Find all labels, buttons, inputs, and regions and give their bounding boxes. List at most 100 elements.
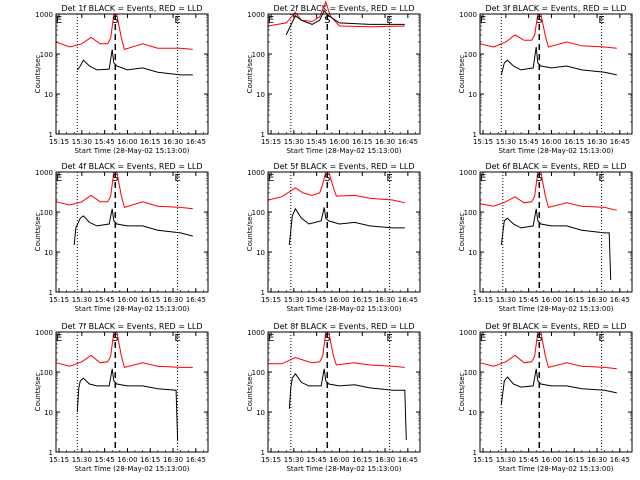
event-marker-label: E	[480, 173, 486, 184]
y-tick-label: 100	[464, 209, 477, 217]
x-tick-label: 16:45	[398, 456, 418, 464]
y-axis-label: Counts/sec	[458, 55, 466, 94]
x-tick-label: 15:45	[307, 138, 327, 146]
y-tick-label: 1	[49, 449, 53, 457]
x-tick-label: 15:30	[496, 296, 516, 304]
x-tick-label: 16:00	[117, 456, 137, 464]
y-tick-label: 10	[44, 249, 53, 257]
plot-frame	[479, 331, 633, 453]
y-tick-label: 100	[464, 369, 477, 377]
lld-series-line	[479, 13, 617, 49]
x-tick-label: 16:30	[163, 138, 183, 146]
x-axis-label: Start Time (28-May-02 15:13:00)	[74, 465, 189, 473]
lld-series-line	[479, 331, 617, 370]
y-tick-label: 10	[256, 249, 265, 257]
x-tick-label: 15:45	[95, 296, 115, 304]
event-marker-label: E	[480, 15, 486, 26]
y-tick-label: 1	[473, 131, 477, 139]
x-tick-label: 16:30	[163, 456, 183, 464]
start-marker-label: S	[536, 15, 542, 26]
event-marker-label: E	[268, 173, 274, 184]
start-marker-label: S	[324, 15, 330, 26]
x-tick-label: 15:45	[95, 456, 115, 464]
events-series-line	[500, 46, 617, 76]
chart-panel-1: Det 1f BLACK = Events, RED = LLD 1 10 100 10…	[34, 4, 209, 155]
x-tick-label: 15:45	[519, 456, 539, 464]
event-marker-label: E	[598, 333, 604, 344]
y-tick-label: 1000	[35, 11, 53, 19]
event-marker-label: E	[56, 15, 62, 26]
event-marker-label: E	[598, 173, 604, 184]
x-tick-label: 16:00	[329, 296, 349, 304]
x-tick-label: 16:15	[352, 138, 372, 146]
x-tick-label: 16:45	[610, 456, 630, 464]
x-axis-label: Start Time (28-May-02 15:13:00)	[286, 147, 401, 155]
event-marker-label: E	[268, 15, 274, 26]
chart-title: Det 5f BLACK = Events, RED = LLD	[273, 162, 414, 171]
x-tick-label: 15:30	[72, 456, 92, 464]
plot-frame	[55, 331, 209, 453]
event-marker-label: E	[598, 15, 604, 26]
lld-series-line	[267, 0, 405, 28]
x-tick-label: 16:45	[398, 296, 418, 304]
lld-series-line	[55, 171, 193, 210]
event-marker-label: E	[174, 15, 180, 26]
chart-panel-8: Det 8f BLACK = Events, RED = LLD 1 10 100 10…	[246, 322, 421, 473]
event-marker-label: E	[386, 173, 392, 184]
chart-panel-5: Det 5f BLACK = Events, RED = LLD 1 10 100 10…	[246, 162, 421, 313]
start-marker-label: S	[112, 173, 118, 184]
plot-frame	[479, 171, 633, 293]
chart-panel-7: Det 7f BLACK = Events, RED = LLD 1 10 100 10…	[34, 322, 209, 473]
plot-frame	[55, 171, 209, 293]
lld-series-line	[268, 331, 405, 368]
start-marker-label: S	[324, 333, 330, 344]
y-tick-label: 100	[252, 209, 265, 217]
events-series-line	[288, 368, 407, 441]
y-tick-label: 1	[261, 289, 265, 297]
events-series-line	[73, 208, 193, 246]
start-marker-label: S	[112, 15, 118, 26]
chart-title: Det 2f BLACK = Events, RED = LLD	[273, 4, 414, 13]
event-marker-label: E	[480, 333, 486, 344]
x-tick-label: 16:45	[186, 296, 206, 304]
chart-title: Det 8f BLACK = Events, RED = LLD	[273, 322, 414, 331]
x-tick-label: 16:15	[140, 456, 160, 464]
x-tick-label: 15:30	[284, 138, 304, 146]
x-tick-label: 15:15	[261, 296, 281, 304]
chart-title: Det 9f BLACK = Events, RED = LLD	[485, 322, 626, 331]
plot-frame	[55, 13, 209, 135]
events-series-line	[288, 207, 405, 246]
x-tick-label: 15:45	[307, 296, 327, 304]
y-tick-label: 100	[40, 51, 53, 59]
event-marker-label: E	[174, 333, 180, 344]
y-tick-label: 100	[464, 51, 477, 59]
y-tick-label: 10	[256, 91, 265, 99]
start-marker-label: S	[536, 173, 542, 184]
y-tick-label: 1000	[35, 329, 53, 337]
y-axis-label: Counts/sec	[34, 55, 42, 94]
x-tick-label: 16:30	[587, 138, 607, 146]
event-marker-label: E	[386, 15, 392, 26]
x-tick-label: 15:45	[95, 138, 115, 146]
x-axis-label: Start Time (28-May-02 15:13:00)	[498, 147, 613, 155]
y-tick-label: 1	[261, 131, 265, 139]
x-tick-label: 15:30	[284, 456, 304, 464]
y-axis-label: Counts/sec	[34, 373, 42, 412]
x-tick-label: 15:15	[473, 456, 493, 464]
x-tick-label: 15:30	[72, 138, 92, 146]
x-tick-label: 16:00	[541, 456, 561, 464]
lld-series-line	[267, 171, 405, 204]
x-tick-label: 16:00	[329, 456, 349, 464]
plot-frame	[479, 13, 633, 135]
events-series-line	[76, 49, 193, 76]
x-tick-label: 16:00	[329, 138, 349, 146]
x-tick-label: 16:30	[587, 456, 607, 464]
y-tick-label: 10	[44, 409, 53, 417]
y-tick-label: 10	[468, 91, 477, 99]
chart-title: Det 3f BLACK = Events, RED = LLD	[485, 4, 626, 13]
x-tick-label: 16:45	[186, 456, 206, 464]
plot-frame	[267, 331, 421, 453]
plot-frame	[267, 13, 421, 135]
chart-title: Det 4f BLACK = Events, RED = LLD	[61, 162, 202, 171]
